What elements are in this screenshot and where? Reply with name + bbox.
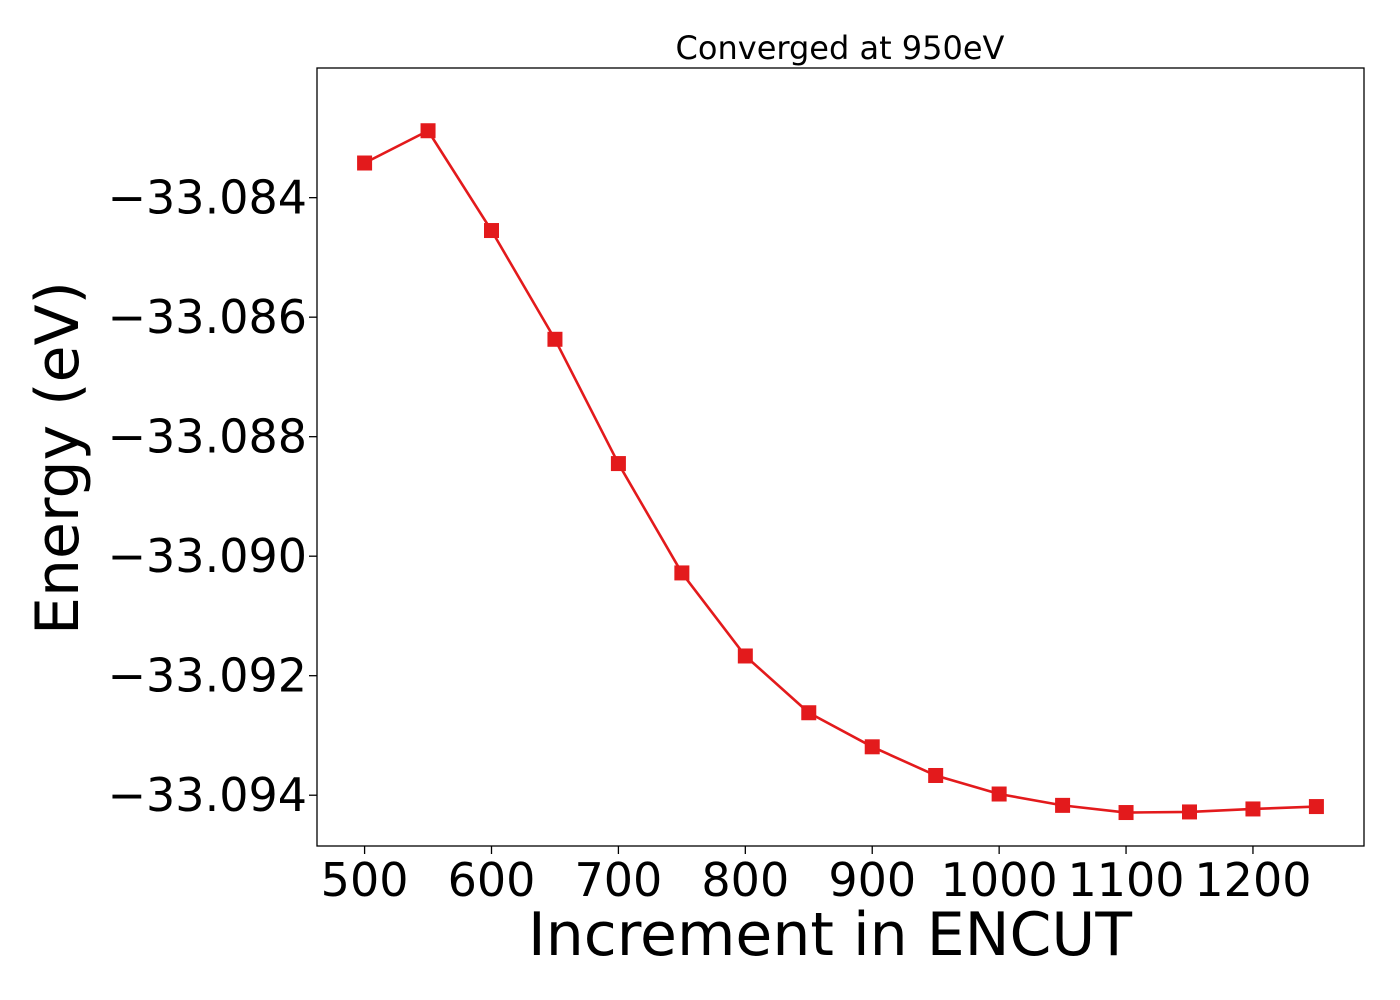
data-point-marker [928,767,944,783]
plot-area: 500 600 700 800 900 1000 1100 1200 −33.084 −33.08… [108,67,1365,907]
y-tick-label: −33.084 [108,171,308,225]
data-point-marker [1055,797,1071,813]
data-point-marker [357,155,373,171]
x-tick-label: 1000 [941,853,1058,907]
data-point-marker [1182,804,1197,820]
y-axis-title: Energy (eV) [23,281,93,635]
x-tick-label: 900 [828,853,916,907]
x-tick-label: 1200 [1194,853,1311,907]
y-tick-label: −33.086 [108,290,308,344]
y-tick-label: −33.090 [108,529,308,583]
data-point-marker [1308,799,1324,815]
data-point-marker [1245,801,1261,817]
x-tick-label: 800 [701,853,789,907]
data-point-marker [610,456,626,472]
x-tick-label: 600 [448,853,536,907]
chart-title: Converged at 950eV [676,29,1005,67]
x-tick-label: 1100 [1068,853,1185,907]
y-tick-label: −33.094 [108,768,308,822]
data-point-marker [420,123,436,139]
data-point-marker [547,331,563,347]
x-tick-label: 700 [575,853,663,907]
data-point-marker [484,223,499,239]
data-point-marker [801,705,817,721]
y-tick-label: −33.092 [108,649,308,703]
data-point-marker [864,739,880,755]
x-axis-title: Increment in ENCUT [528,900,1132,970]
y-tick-label: −33.088 [108,410,308,464]
data-point-marker [1118,805,1134,821]
plot-frame [316,67,1365,847]
x-tick-label: 500 [321,853,409,907]
data-point-marker [674,565,690,581]
series-line [364,129,1317,814]
data-point-marker [737,648,753,664]
data-point-marker [991,786,1007,802]
